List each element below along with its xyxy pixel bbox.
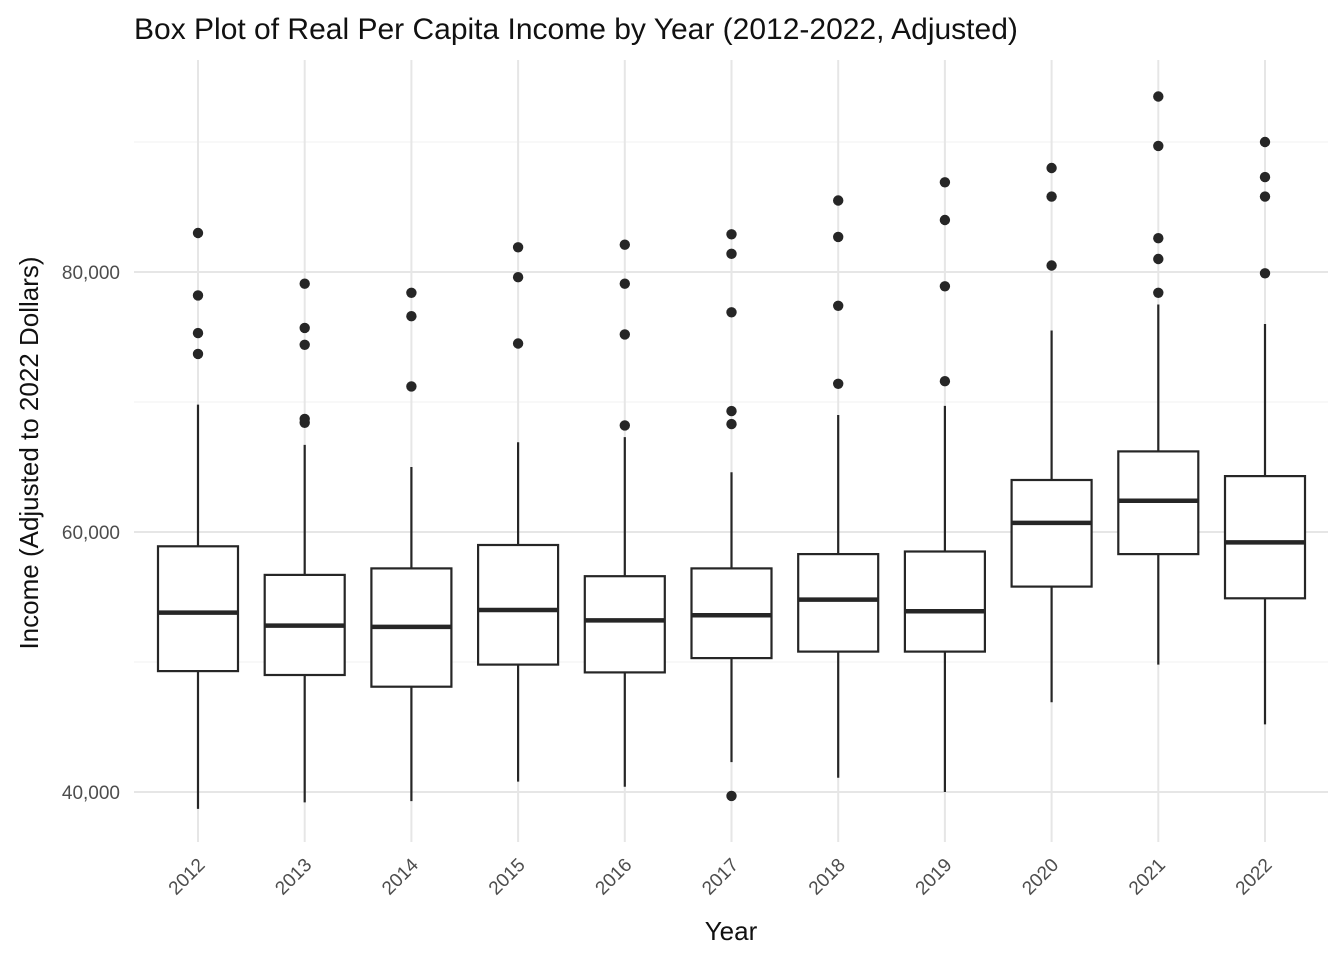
outlier-point: [726, 229, 737, 240]
box-group: [797, 195, 880, 778]
x-tick-label: 2019: [912, 855, 957, 900]
outlier-point: [1259, 191, 1271, 202]
box-iqr: [156, 545, 240, 673]
x-tick-label: 2015: [485, 855, 530, 900]
outlier-point: [512, 338, 524, 349]
box-group: [690, 229, 773, 802]
outlier-point: [939, 214, 951, 226]
outlier-point: [1259, 171, 1271, 183]
x-tick-label: 2017: [698, 855, 743, 900]
outlier-point: [939, 177, 951, 188]
outlier-point: [1153, 140, 1164, 152]
outlier-point: [1153, 233, 1164, 244]
box-iqr: [797, 552, 880, 653]
outlier-point: [299, 322, 310, 334]
axis-layer: 40,000 60,000 80,000 2012 2013 2014 2015 2016 20…: [62, 263, 1277, 899]
outlier-point: [833, 378, 844, 389]
box-iqr: [477, 543, 560, 666]
outlier-point: [299, 339, 310, 350]
x-tick-label: 2020: [1018, 855, 1063, 900]
outlier-point: [192, 290, 204, 301]
outlier-point: [726, 405, 737, 417]
outlier-point: [833, 300, 844, 311]
chart-title: Box Plot of Real Per Capita Income by Ye…: [134, 13, 1018, 46]
outlier-point: [406, 381, 417, 392]
box-group: [156, 227, 240, 809]
outlier-point: [1259, 136, 1271, 148]
outlier-point: [1046, 191, 1057, 202]
outlier-point: [1259, 268, 1271, 279]
x-tick-label: 2021: [1125, 855, 1170, 900]
outlier-point: [1153, 253, 1164, 265]
outlier-point: [726, 418, 737, 430]
x-tick-label: 2022: [1232, 855, 1277, 900]
outlier-point: [619, 329, 630, 340]
outlier-point: [192, 227, 204, 239]
outlier-point: [833, 195, 844, 206]
y-axis-title: Income (Adjusted to 2022 Dollars): [14, 256, 44, 649]
box-group: [583, 239, 666, 787]
outlier-point: [833, 231, 844, 243]
x-tick-label: 2013: [271, 855, 316, 900]
y-tick-label: 40,000: [62, 783, 120, 804]
x-tick-label: 2014: [378, 854, 423, 899]
box-group: [903, 177, 987, 792]
box-iqr: [1010, 478, 1093, 588]
outlier-point: [1153, 287, 1164, 298]
outlier-point: [619, 239, 630, 250]
box-iqr: [903, 550, 987, 653]
outlier-point: [192, 327, 204, 339]
outlier-point: [939, 281, 951, 292]
outlier-point: [619, 420, 630, 431]
outlier-point: [726, 307, 737, 318]
box-layer: [156, 91, 1307, 809]
box-iqr: [1223, 475, 1307, 600]
box-group: [1010, 162, 1093, 703]
outlier-point: [299, 278, 310, 289]
box-group: [477, 242, 560, 782]
box-group: [1117, 91, 1200, 665]
box-group: [370, 287, 453, 802]
outlier-point: [406, 311, 417, 322]
outlier-point: [1046, 260, 1057, 271]
outlier-point: [512, 242, 524, 253]
outlier-point: [619, 278, 630, 289]
box-iqr: [583, 575, 666, 674]
outlier-point: [192, 348, 204, 360]
outlier-point: [1046, 162, 1057, 174]
x-tick-label: 2018: [805, 855, 850, 900]
outlier-point: [299, 413, 310, 425]
outlier-point: [1153, 91, 1164, 102]
x-axis-title: Year: [705, 916, 758, 946]
outlier-point: [512, 272, 524, 283]
y-tick-label: 60,000: [62, 523, 120, 544]
outlier-point: [406, 287, 417, 298]
box-group: [263, 278, 346, 803]
x-tick-label: 2016: [592, 855, 637, 900]
box-group: [1223, 136, 1307, 725]
outlier-point: [726, 790, 737, 802]
outlier-point: [726, 248, 737, 259]
outlier-point: [939, 376, 951, 387]
x-tick-label: 2012: [165, 855, 210, 900]
y-tick-label: 80,000: [62, 263, 120, 284]
